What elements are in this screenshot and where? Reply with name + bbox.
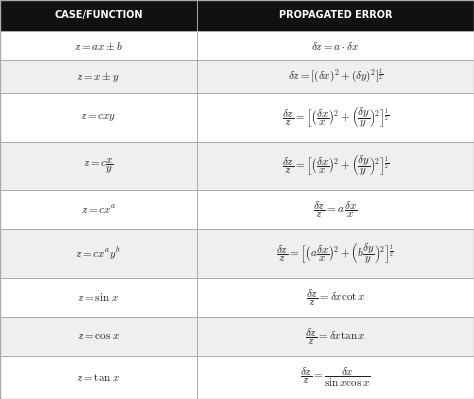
Text: $z = ax \pm b$: $z = ax \pm b$	[74, 40, 123, 51]
Bar	[0, 278, 197, 317]
Text: $z = c\dfrac{x}{y}$: $z = c\dfrac{x}{y}$	[83, 156, 114, 176]
Text: $\dfrac{\delta z}{z} = \left[\left(a\dfrac{\delta x}{x}\right)^{\!2} + \left(b\d: $\dfrac{\delta z}{z} = \left[\left(a\dfr…	[276, 241, 394, 266]
Bar	[197, 278, 474, 317]
Text: $\dfrac{\delta z}{z} = \delta x \cot x$: $\dfrac{\delta z}{z} = \delta x \cot x$	[306, 287, 365, 308]
Bar	[0, 31, 197, 60]
Text: $\dfrac{\delta z}{z} = \delta x \tan x$: $\dfrac{\delta z}{z} = \delta x \tan x$	[305, 326, 366, 347]
Bar	[0, 356, 197, 399]
Text: $\dfrac{\delta z}{z} = a\,\dfrac{\delta x}{x}$: $\dfrac{\delta z}{z} = a\,\dfrac{\delta …	[313, 200, 358, 220]
Bar	[197, 31, 474, 60]
Text: $z = \tan\, x$: $z = \tan\, x$	[76, 372, 121, 383]
Bar	[0, 0, 474, 31]
Text: $z = x \pm y$: $z = x \pm y$	[76, 70, 120, 84]
Text: $z = cx^{a}y^{b}$: $z = cx^{a}y^{b}$	[75, 245, 121, 262]
Bar	[0, 93, 197, 142]
Text: $\delta z = a \cdot \delta x$: $\delta z = a \cdot \delta x$	[311, 40, 359, 51]
Bar	[197, 229, 474, 278]
Bar	[0, 60, 197, 93]
Text: $z = \cos\, x$: $z = \cos\, x$	[76, 331, 120, 341]
Text: $z = cxy$: $z = cxy$	[80, 112, 117, 123]
Text: $z = cx^{a}$: $z = cx^{a}$	[81, 203, 116, 216]
Text: CASE/FUNCTION: CASE/FUNCTION	[54, 10, 143, 20]
Text: $z = \sin\, x$: $z = \sin\, x$	[77, 291, 119, 303]
Bar	[0, 229, 197, 278]
Bar	[197, 317, 474, 356]
Bar	[0, 190, 197, 229]
Bar	[197, 142, 474, 190]
Bar	[197, 93, 474, 142]
Bar	[0, 142, 197, 190]
Text: PROPAGATED ERROR: PROPAGATED ERROR	[279, 10, 392, 20]
Text: $\delta z = [(\delta x)^2 + (\delta y)^2]^{\frac{1}{2}}$: $\delta z = [(\delta x)^2 + (\delta y)^2…	[288, 67, 383, 87]
Bar	[197, 60, 474, 93]
Text: $\dfrac{\delta z}{z} = \dfrac{\delta x}{\sin x \cos x}$: $\dfrac{\delta z}{z} = \dfrac{\delta x}{…	[300, 366, 371, 389]
Bar	[197, 190, 474, 229]
Bar	[197, 356, 474, 399]
Text: $\dfrac{\delta z}{z} = \left[\left(\dfrac{\delta x}{x}\right)^{\!2} + \left(\dfr: $\dfrac{\delta z}{z} = \left[\left(\dfra…	[282, 154, 389, 178]
Text: $\dfrac{\delta z}{z} = \left[\left(\dfrac{\delta x}{x}\right)^{\!2} + \left(\dfr: $\dfrac{\delta z}{z} = \left[\left(\dfra…	[282, 105, 389, 130]
Bar	[0, 317, 197, 356]
